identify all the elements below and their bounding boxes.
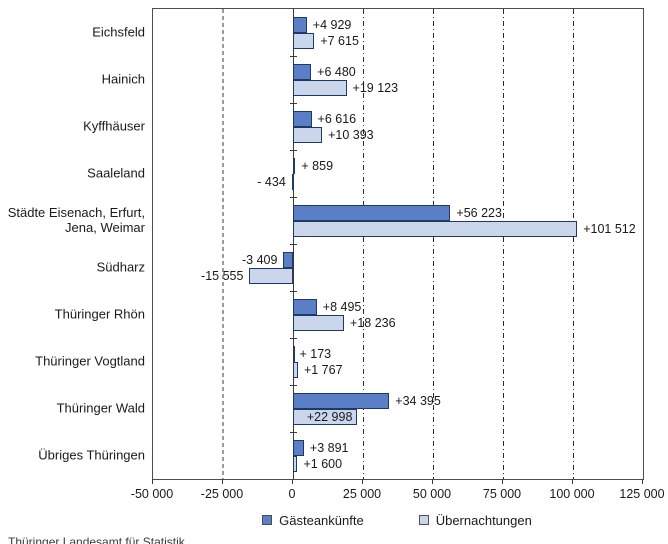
value-label: +56 223 <box>456 205 502 220</box>
x-axis-tick-label: 125 000 <box>619 487 665 501</box>
bar-uebernachtungen <box>249 267 293 284</box>
value-label: +3 891 <box>309 440 349 455</box>
bar-gaesteankuenfte <box>283 251 293 268</box>
x-axis-tick <box>222 479 223 484</box>
x-axis-tick <box>362 479 363 484</box>
legend-item-gaesteankuenfte: Gästeankünfte <box>262 513 364 528</box>
value-label: - 434 <box>257 174 286 189</box>
bar-gaesteankuenfte <box>293 345 295 362</box>
category-label: Kyffhäuser <box>83 118 145 133</box>
value-label: +18 236 <box>350 315 396 330</box>
category-tick <box>290 150 297 151</box>
x-axis-tick-label: 0 <box>288 487 296 501</box>
category-label: Städte Eisenach, Erfurt, Jena, Weimar <box>7 204 145 235</box>
gridline <box>222 9 224 479</box>
value-label: +10 393 <box>328 127 374 142</box>
bar-uebernachtungen <box>293 32 315 49</box>
category-label: Eichsfeld <box>92 24 145 39</box>
value-label: +4 929 <box>312 17 352 32</box>
legend-item-uebernachtungen: Übernachtungen <box>418 512 532 528</box>
value-label: +6 616 <box>317 111 357 126</box>
category-tick <box>290 338 297 339</box>
bar-gaesteankuenfte <box>293 110 312 127</box>
x-axis-tick-label: -25 000 <box>200 487 244 501</box>
source-attribution: Thüringer Landesamt für Statistik <box>8 535 185 544</box>
bar-uebernachtungen <box>291 173 294 190</box>
category-tick <box>290 244 297 245</box>
bar-gaesteankuenfte <box>293 298 317 315</box>
category-label: Thüringer Wald <box>56 400 145 415</box>
legend-swatch-uebernachtungen <box>418 515 429 525</box>
x-axis-tick-label: 50 000 <box>412 487 452 501</box>
gridline <box>363 9 364 479</box>
value-label: +34 395 <box>395 393 441 408</box>
value-label: +1 767 <box>303 362 343 377</box>
category-label: Saaleland <box>87 165 145 180</box>
x-axis-tick <box>642 479 643 484</box>
category-tick <box>290 291 297 292</box>
category-tick <box>290 197 297 198</box>
value-label: +1 600 <box>303 456 343 471</box>
category-tick <box>290 385 297 386</box>
value-label: +8 495 <box>322 299 362 314</box>
bar-uebernachtungen <box>293 361 298 378</box>
category-label: Hainich <box>101 71 145 86</box>
bar-uebernachtungen <box>293 408 358 425</box>
bar-uebernachtungen <box>293 79 347 96</box>
value-label: +6 480 <box>317 64 356 79</box>
x-axis-tick <box>432 479 433 484</box>
x-axis-tick-label: 100 000 <box>549 487 595 501</box>
category-label: Übriges Thüringen <box>38 447 145 462</box>
value-label: -3 409 <box>242 252 278 267</box>
value-label: + 173 <box>299 346 332 361</box>
bar-gaesteankuenfte <box>293 392 390 409</box>
legend-swatch-gaesteankuenfte <box>262 515 273 525</box>
bar-uebernachtungen <box>293 220 578 237</box>
gridline <box>433 9 434 479</box>
category-label: Thüringer Vogtland <box>35 353 145 368</box>
bar-uebernachtungen <box>293 314 345 331</box>
x-axis-tick <box>292 479 293 484</box>
x-axis-tick-label: 75 000 <box>482 487 522 501</box>
x-axis-tick <box>502 479 503 484</box>
chart-legend: Gästeankünfte Übernachtungen <box>152 511 642 529</box>
bar-uebernachtungen <box>293 126 323 143</box>
bar-uebernachtungen <box>293 455 298 472</box>
gridline <box>573 9 574 479</box>
x-axis-tick <box>572 479 573 484</box>
x-axis-tick <box>152 479 153 484</box>
category-tick <box>290 103 297 104</box>
legend-label-gaesteankuenfte: Gästeankünfte <box>279 512 364 528</box>
value-label: +101 512 <box>583 221 636 236</box>
category-tick <box>290 56 297 57</box>
x-axis-tick-label: 25 000 <box>342 487 382 501</box>
category-label: Thüringer Rhön <box>54 306 145 321</box>
value-label: +7 615 <box>320 33 359 48</box>
value-label: +22 998 <box>306 409 353 424</box>
x-axis-tick-label: -50 000 <box>130 487 174 501</box>
bar-gaesteankuenfte <box>293 204 451 221</box>
bar-gaesteankuenfte <box>293 439 304 456</box>
category-tick <box>290 432 297 433</box>
plot-area: +4 929 +7 615 +6 480 +19 123 +6 616 +10 393 + … <box>152 8 644 480</box>
value-label: +19 123 <box>352 80 399 95</box>
bar-gaesteankuenfte <box>293 157 296 174</box>
legend-label-uebernachtungen: Übernachtungen <box>435 512 532 528</box>
gridline <box>503 9 504 479</box>
value-label: -15 555 <box>201 268 244 283</box>
bar-gaesteankuenfte <box>293 16 307 33</box>
bar-gaesteankuenfte <box>293 63 312 80</box>
value-label: + 859 <box>301 158 334 173</box>
category-label: Südharz <box>96 259 145 274</box>
